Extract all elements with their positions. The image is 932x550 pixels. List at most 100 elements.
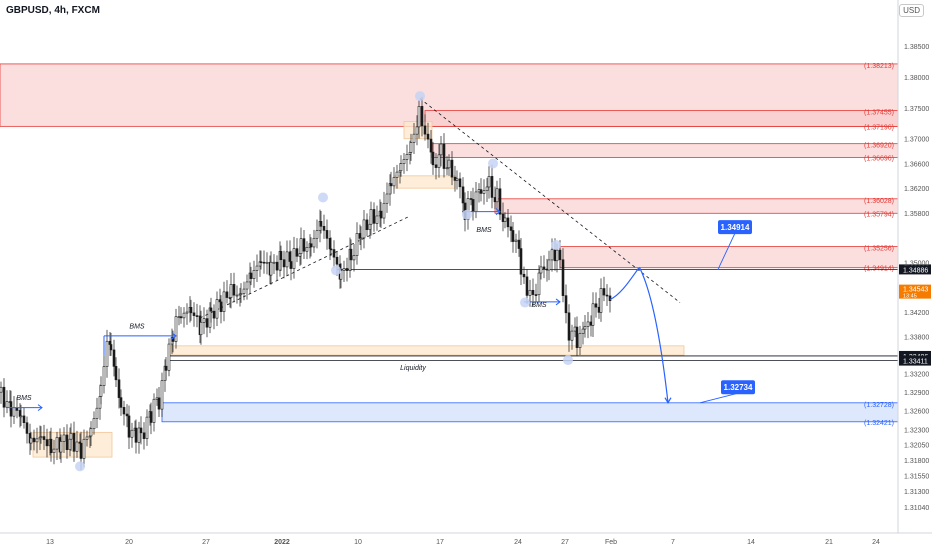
zone-price-label: (1.36920) (864, 143, 894, 150)
candle-body (292, 248, 296, 269)
time-tick-label: 24 (872, 539, 880, 546)
candle-body (469, 198, 473, 200)
candle-body (339, 270, 343, 280)
candle-body (202, 318, 206, 323)
candle-body (522, 273, 526, 278)
candle-body (32, 437, 36, 443)
candle-body (583, 326, 587, 330)
candle-body (72, 433, 76, 452)
pivot-marker (488, 158, 498, 169)
candle-body (586, 321, 590, 327)
candle-body (369, 209, 373, 225)
price-tick-label: 1.31550 (904, 474, 929, 481)
candle-body (322, 225, 326, 231)
candle-body (65, 434, 69, 451)
candle-body (255, 265, 259, 271)
symbol-title[interactable]: GBPUSD, 4h, FXCM (6, 5, 100, 16)
candle-body (252, 270, 256, 279)
zone-price-label: (1.35794) (864, 211, 894, 218)
pivot-marker (551, 240, 561, 251)
zone-price-label: (1.36028) (864, 198, 894, 205)
level-price-label: 1.34886 (903, 267, 928, 274)
candle-body (539, 266, 543, 274)
candle-body (511, 230, 515, 242)
candle-body (385, 193, 389, 204)
candle-body (79, 443, 83, 459)
candle-body (355, 233, 359, 256)
price-tick-label: 1.32900 (904, 390, 929, 397)
candle-body (332, 249, 336, 258)
candle-body (282, 259, 286, 268)
time-tick-label: 2022 (274, 539, 290, 546)
callout-pointer (699, 392, 739, 404)
time-tick-label: 27 (561, 539, 569, 546)
bms-arrowhead (495, 208, 501, 216)
candle-body (242, 288, 246, 294)
candle-body (319, 221, 323, 227)
candle-body (485, 186, 489, 191)
candle-body (164, 365, 168, 371)
candle-body (442, 143, 446, 169)
price-tick-label: 1.37000 (904, 137, 929, 144)
candle-body (289, 261, 293, 269)
current-price-countdown: 13:45 (903, 294, 917, 300)
candle-body (417, 106, 421, 128)
candle-body (82, 438, 86, 459)
candle-body (578, 333, 582, 348)
candle-body (517, 239, 521, 249)
candle-body (564, 295, 568, 314)
candle-body (431, 151, 435, 166)
zone-supply (431, 143, 899, 158)
candle-body (503, 217, 507, 222)
candle-body (461, 186, 465, 204)
zone-supply (494, 198, 899, 214)
zone-liquidity (169, 345, 685, 356)
current-price-value: 1.34543 (903, 287, 928, 294)
time-axis[interactable]: 13 20 27 2022 10 17 24 27 Feb 7 14 21 24 (46, 539, 880, 546)
zone-liquidity (394, 175, 456, 189)
price-tick-label: 1.36200 (904, 186, 929, 193)
candle-body (434, 164, 438, 168)
candle-body (275, 261, 279, 271)
dashed-trendline (199, 215, 411, 319)
bms-arrowhead (37, 404, 43, 412)
callout-pointer (717, 232, 736, 270)
candle-body (157, 397, 161, 410)
time-tick-label: 10 (354, 539, 362, 546)
candle-body (272, 261, 276, 264)
pivot-marker (331, 265, 341, 276)
candle-body (429, 138, 433, 153)
candle-body (177, 316, 181, 318)
candle-body (112, 349, 116, 367)
candle-body (39, 436, 43, 438)
candle-body (591, 303, 595, 326)
callout-label: 1.32734 (724, 383, 753, 392)
bms-arrowhead (555, 298, 561, 306)
candle-body (415, 126, 419, 135)
candle-body (382, 202, 386, 219)
candle-body (42, 436, 46, 440)
price-tick-label: 1.36600 (904, 161, 929, 168)
candle-body (199, 322, 203, 336)
candle-body (309, 243, 313, 248)
pivot-marker (415, 91, 425, 102)
candle-body (558, 249, 562, 261)
price-tick-label: 1.38000 (904, 75, 929, 82)
price-tick-label: 1.31300 (904, 489, 929, 496)
candle-body (599, 288, 603, 313)
candle-body (365, 219, 369, 231)
candle-body (55, 437, 59, 450)
zone-price-label: (1.35256) (864, 246, 894, 253)
price-tick-label: 1.32600 (904, 409, 929, 416)
candle-body (179, 316, 183, 319)
candle-body (265, 261, 269, 264)
currency-badge[interactable]: USD (899, 4, 924, 17)
candle-body (139, 427, 143, 434)
zone-supply (424, 110, 899, 128)
candle-body (362, 219, 366, 239)
price-axis[interactable]: 1.38500 1.38000 1.37500 1.37000 1.36600 1.362… (904, 44, 929, 512)
pivot-marker (520, 297, 530, 308)
candle-body (85, 436, 89, 440)
candle-body (490, 176, 494, 198)
